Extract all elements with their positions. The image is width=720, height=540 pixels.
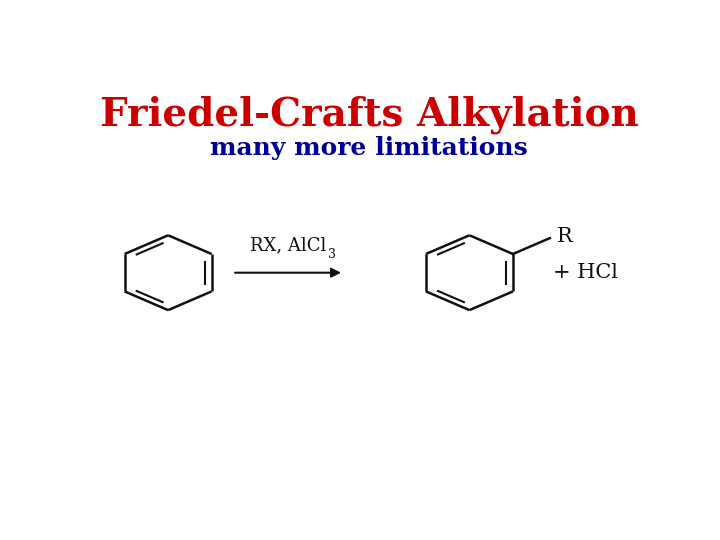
FancyArrowPatch shape (235, 269, 339, 276)
Text: 3: 3 (328, 248, 336, 261)
Text: many more limitations: many more limitations (210, 136, 528, 160)
Text: R: R (557, 226, 572, 246)
Text: RX, AlCl: RX, AlCl (250, 236, 326, 254)
Text: + HCl: + HCl (553, 263, 618, 282)
Text: Friedel-Crafts Alkylation: Friedel-Crafts Alkylation (99, 96, 639, 134)
